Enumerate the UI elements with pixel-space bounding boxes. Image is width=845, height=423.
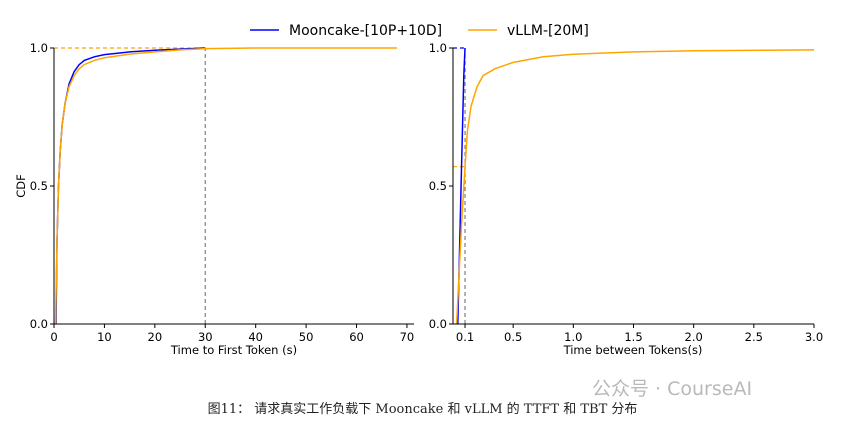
series-line-mooncake-10p-10d- <box>457 47 466 325</box>
x-tick-label: 0.5 <box>504 330 522 344</box>
x-tick-label: 70 <box>400 330 415 344</box>
x-tick-label: 60 <box>349 330 364 344</box>
tbt-plot: 0.1 0.5 1.0 1.5 2.0 2.5 3.0 0.0 0.5 1.0 <box>429 41 823 344</box>
x-tick-label: 1.0 <box>564 330 582 344</box>
legend-label-mooncake: Mooncake-[10P+10D] <box>289 23 442 39</box>
x-tick-label: 2.5 <box>745 330 763 344</box>
y-tick-label: 0.5 <box>30 179 48 193</box>
x-tick-label: 3.0 <box>805 330 823 344</box>
legend-label-vllm: vLLM-[20M] <box>507 23 589 39</box>
x-tick-label: 40 <box>248 330 263 344</box>
x-tick-label: 2.0 <box>685 330 703 344</box>
watermark: 公众号 · CourseAI <box>592 374 752 401</box>
y-tick-label: 0.0 <box>30 317 48 331</box>
series-line-vllm-20m- <box>54 47 397 325</box>
y-tick-label: 1.0 <box>30 41 48 55</box>
legend: Mooncake-[10P+10D] vLLM-[20M] <box>250 23 589 39</box>
x-tick-label: 30 <box>198 330 213 344</box>
series-line-mooncake-10p-10d- <box>55 47 206 325</box>
ttft-x-axis-label: Time to First Token (s) <box>170 343 297 357</box>
y-tick-label: 1.0 <box>429 41 447 55</box>
figure-caption: 图11： 请求真实工作负载下 Mooncake 和 vLLM 的 TTFT 和 … <box>207 402 638 417</box>
series-line-vllm-20m- <box>455 49 815 325</box>
y-tick-label: 0.0 <box>429 317 447 331</box>
x-tick-label: 0 <box>50 330 57 344</box>
x-tick-label: 50 <box>299 330 314 344</box>
ttft-y-axis-label: CDF <box>14 174 28 198</box>
x-tick-label: 1.5 <box>624 330 642 344</box>
x-tick-label: 0.1 <box>456 330 474 344</box>
x-tick-label: 20 <box>148 330 163 344</box>
x-tick-label: 10 <box>97 330 112 344</box>
tbt-x-axis-label: Time between Tokens(s) <box>563 343 703 357</box>
y-tick-label: 0.5 <box>429 179 447 193</box>
watermark-text: 公众号 · CourseAI <box>592 378 753 400</box>
ttft-plot: 0 10 20 30 40 50 60 70 0.0 0.5 1.0 <box>30 41 415 344</box>
